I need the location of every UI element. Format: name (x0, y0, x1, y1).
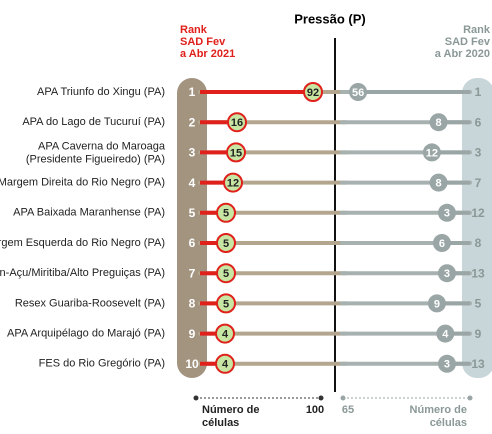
category-label: APA Triunfo do Xingu (PA) (37, 86, 165, 98)
category-label: APA Margem Direita do Rio Negro (PA) (0, 177, 165, 189)
value-label: 4 (222, 329, 229, 341)
value-dot (216, 293, 236, 314)
value-label: 4 (222, 359, 229, 371)
value-dot (427, 294, 446, 313)
left-header: a Abr 2021 (180, 48, 235, 60)
value-dot (349, 83, 368, 101)
left-header: Rank (180, 24, 208, 36)
value-dot (303, 82, 323, 102)
value-dot (422, 143, 441, 162)
right-header: a Abr 2020 (435, 48, 490, 60)
value-dot (429, 113, 448, 132)
rank-label: 8 (189, 297, 196, 311)
value-label: 5 (223, 298, 229, 310)
category-label: FES do Rio Gregório (PA) (39, 358, 165, 370)
value-label: 5 (223, 208, 229, 220)
value-label: 6 (439, 238, 445, 250)
right-header: SAD Fev (445, 36, 491, 48)
value-label: 9 (434, 298, 440, 310)
tick-mark (318, 395, 324, 401)
rank-label: 9 (189, 327, 196, 341)
value-label: 12 (426, 147, 438, 159)
category-label: Resex Guariba-Roosevelt (PA) (15, 297, 165, 309)
value-dot (216, 233, 236, 253)
category-label: APA Margem Esquerda do Rio Negro (PA) (0, 237, 165, 249)
rank-label: 4 (189, 176, 196, 190)
rank-label: 5 (189, 206, 196, 220)
rank-label: 12 (471, 206, 485, 220)
value-label: 56 (352, 87, 364, 99)
value-dot (216, 263, 236, 284)
category-label: (Presidente Figueiredo) (PA) (26, 153, 165, 165)
value-dot (216, 202, 236, 223)
value-label: 3 (444, 268, 450, 280)
rank-label: 3 (189, 146, 196, 160)
category-label: APA do Lago de Tucuruí (PA) (22, 116, 165, 128)
category-label: APA Arquipélago do Marajó (PA) (7, 328, 165, 340)
value-dot (437, 203, 456, 222)
x2-axis-label: Número de (410, 404, 467, 416)
x-axis-label: Número de (202, 404, 259, 416)
rank-label: 7 (475, 176, 482, 190)
category-label: APA Upaon-Açu/Miritiba/Alto Preguiças (P… (0, 267, 165, 279)
value-label: 3 (444, 359, 450, 371)
value-dot (223, 172, 243, 193)
rank-label: 2 (189, 115, 196, 129)
right-header: Rank (463, 24, 491, 36)
value-label: 12 (227, 178, 239, 190)
chart-title: Pressão (P) (294, 11, 366, 26)
value-dot (429, 173, 448, 192)
rank-label: 10 (185, 357, 199, 371)
rank-label: 13 (471, 357, 485, 371)
rank-label: 6 (475, 115, 482, 129)
value-label: 3 (444, 208, 450, 220)
value-label: 5 (223, 238, 229, 250)
rank-label: 8 (475, 236, 482, 250)
rank-label: 3 (475, 146, 482, 160)
rank-label: 5 (475, 297, 482, 311)
scale-dot (467, 395, 473, 401)
rank-label: 6 (189, 236, 196, 250)
x-axis-label: células (202, 417, 239, 429)
rank-label: 7 (189, 266, 196, 280)
value-label: 4 (442, 329, 449, 341)
rank-label: 1 (189, 85, 196, 99)
value-label: 15 (230, 147, 242, 159)
value-label: 92 (307, 87, 319, 99)
value-label: 8 (436, 117, 442, 129)
category-label: APA Caverna do Maroaga (38, 140, 166, 152)
value-dot (436, 324, 455, 343)
value-dot (215, 323, 235, 344)
value-label: 5 (223, 268, 229, 280)
rank-label: 9 (475, 327, 482, 341)
tick-mark (340, 395, 346, 401)
rank-label: 13 (471, 266, 485, 280)
value-label: 16 (231, 117, 243, 129)
value-dot (437, 354, 456, 373)
value-dot (227, 112, 247, 133)
category-label: APA Baixada Maranhense (PA) (13, 207, 165, 219)
value-label: 8 (436, 178, 442, 190)
value-dot (215, 353, 235, 374)
value-dot (432, 234, 451, 252)
x2-tick-label: 65 (342, 404, 354, 416)
scale-dot (193, 395, 199, 401)
left-header: SAD Fev (180, 36, 226, 48)
x2-axis-label: células (430, 417, 467, 429)
value-dot (226, 142, 246, 163)
value-dot (437, 264, 456, 283)
rank-label: 1 (475, 85, 482, 99)
x-tick-label: 100 (306, 404, 324, 416)
